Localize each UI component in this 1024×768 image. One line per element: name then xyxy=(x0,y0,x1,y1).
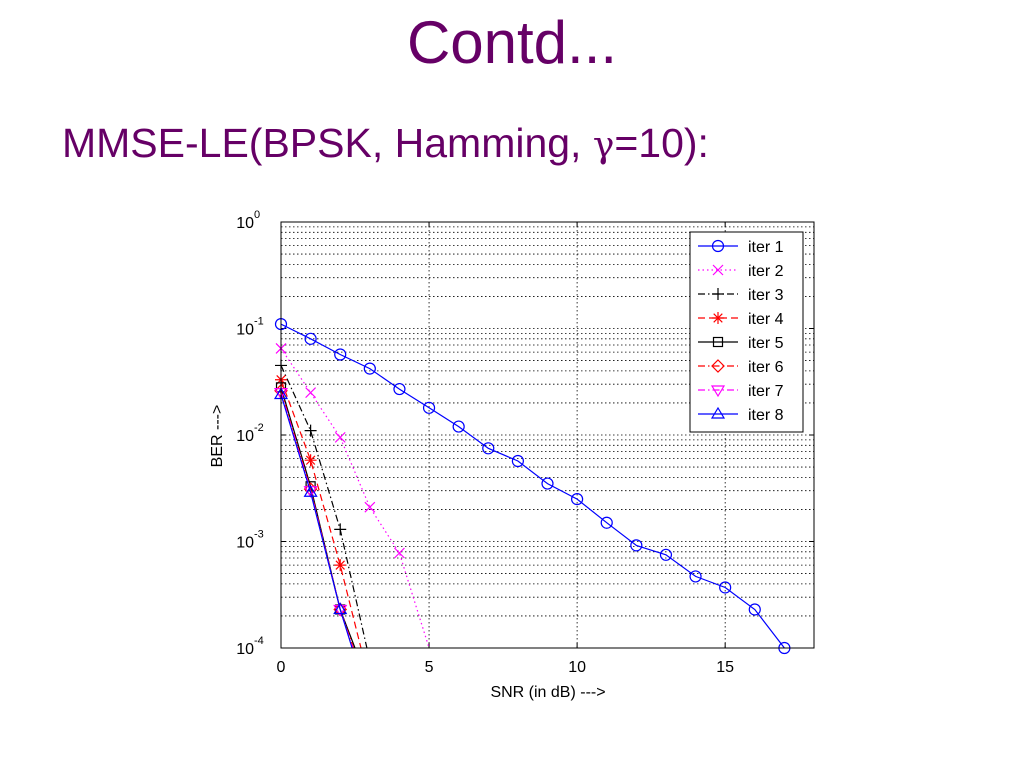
marker-triangle-up xyxy=(303,485,318,497)
y-tick-exponent: -1 xyxy=(254,316,264,328)
legend-label: iter 2 xyxy=(748,263,784,280)
gamma-symbol: γ xyxy=(592,125,615,166)
subtitle-prefix: MMSE-LE(BPSK, Hamming, xyxy=(62,120,593,166)
legend-item: iter 4 xyxy=(698,311,784,328)
y-tick-label: 10 xyxy=(236,215,254,232)
legend-label: iter 8 xyxy=(748,407,784,424)
y-tick-label: 10 xyxy=(236,641,254,658)
marker-triangle-down xyxy=(710,385,726,398)
marker-circle xyxy=(363,362,376,375)
marker-star xyxy=(304,454,317,467)
marker-square xyxy=(712,336,724,348)
series-line xyxy=(280,394,353,649)
y-tick-label: 10 xyxy=(236,428,254,445)
marker-x xyxy=(394,547,405,559)
marker-circle xyxy=(304,332,317,345)
marker-x xyxy=(334,431,346,443)
marker-triangle-down xyxy=(333,604,348,617)
marker-triangle-up xyxy=(710,406,726,419)
axes-box xyxy=(280,221,815,649)
y-tick-label: 10 xyxy=(236,535,254,552)
y-tick-exponent: 0 xyxy=(254,209,260,221)
slide-subtitle: MMSE-LE(BPSK, Hamming, γ=10): xyxy=(62,120,709,167)
legend-item: iter 1 xyxy=(698,239,784,256)
marker-circle xyxy=(659,548,673,561)
x-tick-label: 5 xyxy=(425,659,434,676)
marker-circle xyxy=(600,516,613,529)
x-tick-label: 15 xyxy=(716,659,734,676)
x-tick-label: 0 xyxy=(277,659,286,676)
marker-circle xyxy=(393,382,406,396)
marker-diamond xyxy=(711,359,725,373)
y-tick-exponent: -2 xyxy=(254,422,264,434)
marker-plus xyxy=(334,523,347,536)
legend-label: iter 6 xyxy=(748,359,784,376)
legend-item: iter 8 xyxy=(698,406,784,424)
marker-plus xyxy=(712,288,724,300)
legend-item: iter 6 xyxy=(698,359,784,376)
marker-circle xyxy=(511,454,524,468)
y-tick-exponent: -4 xyxy=(254,635,264,647)
series-line xyxy=(280,379,362,649)
y-axis-label: BER ---> xyxy=(209,405,226,468)
marker-circle xyxy=(711,239,725,253)
marker-star xyxy=(334,559,347,572)
subtitle-suffix: =10): xyxy=(614,120,709,166)
marker-star xyxy=(712,312,724,324)
marker-x xyxy=(364,501,376,513)
legend-box xyxy=(689,231,804,433)
marker-circle xyxy=(482,442,495,455)
legend-label: iter 5 xyxy=(748,335,784,352)
y-tick-exponent: -3 xyxy=(254,529,264,541)
x-axis-label: SNR (in dB) ---> xyxy=(490,684,605,701)
marker-circle xyxy=(689,570,702,583)
slide-title: Contd... xyxy=(406,9,618,76)
legend-label: iter 4 xyxy=(748,311,784,328)
marker-triangle-up xyxy=(333,602,348,615)
marker-circle xyxy=(422,401,436,414)
series-iter-1 xyxy=(274,317,791,655)
series-line xyxy=(280,348,430,649)
marker-circle xyxy=(541,477,554,490)
marker-circle xyxy=(571,493,584,506)
series-iter-8 xyxy=(273,387,353,649)
marker-plus xyxy=(304,424,317,437)
marker-circle xyxy=(630,539,643,552)
marker-circle xyxy=(719,581,732,594)
legend-label: iter 3 xyxy=(748,287,784,304)
x-tick-label: 10 xyxy=(568,659,586,676)
marker-circle xyxy=(452,420,465,433)
marker-circle xyxy=(334,348,347,361)
legend: iter 1 iter 2 iter 3 iter 4 iter 5 iter 6 iter… xyxy=(689,231,804,433)
legend-item: iter 5 xyxy=(698,335,784,352)
y-tick-label: 10 xyxy=(236,322,254,339)
legend-item: iter 3 xyxy=(698,287,784,304)
marker-x xyxy=(305,387,317,399)
series-line xyxy=(280,365,368,649)
legend-label: iter 7 xyxy=(748,383,784,400)
marker-x xyxy=(712,264,724,276)
legend-label: iter 1 xyxy=(748,239,784,256)
legend-item: iter 2 xyxy=(698,263,784,280)
marker-circle xyxy=(748,603,761,616)
legend-item: iter 7 xyxy=(698,383,784,400)
